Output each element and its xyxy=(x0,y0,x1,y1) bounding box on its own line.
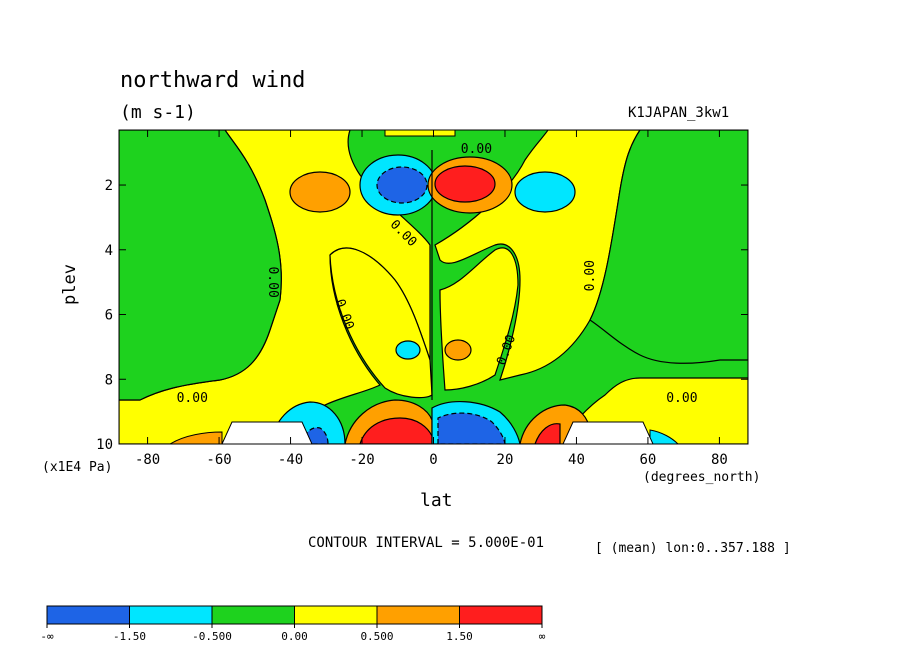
colorbar-swatch xyxy=(294,605,378,625)
y-axis-units: (x1E4 Pa) xyxy=(42,460,113,475)
y-tick-label: 2 xyxy=(105,178,113,194)
topography-mask-north xyxy=(562,421,654,444)
contour-label: 0.00 xyxy=(583,260,598,291)
contour-fill-orange-nw xyxy=(289,171,351,213)
contour-fill-orange-mid xyxy=(444,339,472,361)
contour-label: 0.00 xyxy=(461,142,492,157)
contour-fill-top-band xyxy=(384,130,456,137)
contour-label: 0.00 xyxy=(265,266,280,297)
y-tick-label: 4 xyxy=(105,243,113,259)
contour-fill-green-nw xyxy=(119,130,282,401)
x-tick-label: 40 xyxy=(568,452,585,468)
x-axis-units: (degrees_north) xyxy=(643,470,761,485)
chart-units: (m s-1) xyxy=(120,102,196,123)
x-tick-label: 0 xyxy=(429,452,437,468)
x-axis-ticks: -80 -60 -40 -20 0 20 40 60 80 xyxy=(135,130,728,468)
contour-label: 0.00 xyxy=(177,391,208,406)
contour-interval: CONTOUR INTERVAL = 5.000E-01 xyxy=(308,535,545,551)
contour-fill-blue-upper-core xyxy=(376,166,428,204)
colorbar-swatch xyxy=(459,605,543,625)
colorbar-label: -∞ xyxy=(40,630,54,643)
colorbar-swatch xyxy=(129,605,213,625)
x-tick-label: 20 xyxy=(497,452,514,468)
x-axis-label: lat xyxy=(420,490,453,511)
contour-label: 0.00 xyxy=(666,391,697,406)
colorbar-swatch xyxy=(46,605,130,625)
x-tick-label: 60 xyxy=(640,452,657,468)
contour-fill-red-lower-core xyxy=(359,417,433,444)
y-axis-ticks: 2 4 6 8 10 xyxy=(96,178,748,453)
colorbar-label: 0.500 xyxy=(360,630,393,643)
dataset-name: K1JAPAN_3kw1 xyxy=(628,105,730,121)
contour-fill-red-upper-core xyxy=(434,165,496,203)
chart-title: northward wind xyxy=(120,68,306,93)
contour-fill-cyan-ne xyxy=(514,171,576,213)
x-tick-label: -40 xyxy=(278,452,303,468)
y-tick-label: 8 xyxy=(105,372,113,388)
contour-fill-green-east xyxy=(589,130,748,364)
contour-fill-blue-lower-core xyxy=(437,412,506,444)
contour-fill-cyan-mid xyxy=(395,340,421,360)
mean-info: [ (mean) lon:0..357.188 ] xyxy=(595,541,791,556)
x-tick-label: -60 xyxy=(206,452,231,468)
y-tick-label: 6 xyxy=(105,308,113,324)
colorbar-label: 1.50 xyxy=(446,630,473,643)
colorbar-label: ∞ xyxy=(539,630,546,643)
colorbar-swatch xyxy=(211,605,295,625)
contour-fill-red-se xyxy=(534,423,561,444)
y-tick-label: 10 xyxy=(96,437,113,453)
contour-labels: 0.000.000.000.000.000.000.00 0.00 xyxy=(177,142,698,406)
x-tick-label: -20 xyxy=(349,452,374,468)
colorbar-label: -1.50 xyxy=(113,630,146,643)
x-tick-label: 80 xyxy=(711,452,728,468)
x-tick-label: -80 xyxy=(135,452,160,468)
colorbar-label: 0.00 xyxy=(281,630,308,643)
colorbar-label: -0.500 xyxy=(192,630,232,643)
colorbar-swatch xyxy=(376,605,460,625)
topography-mask-south xyxy=(221,421,313,444)
colorbar: -∞ -1.50 -0.500 0.00 0.500 1.50 ∞ xyxy=(40,605,546,643)
contour-fill-orange-sw xyxy=(169,431,223,444)
